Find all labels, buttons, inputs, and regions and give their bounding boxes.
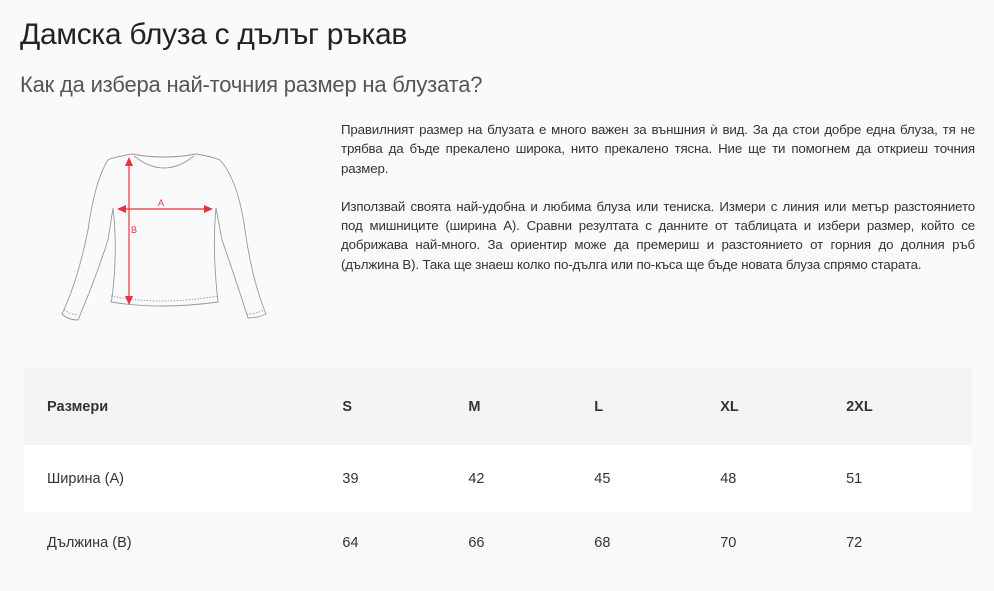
header-cell: M [468,398,481,415]
table-cell: 72 [846,534,863,551]
table-cell: 48 [720,470,737,487]
table-header-row: Размери S M L XL 2XL [24,368,972,445]
table-cell: 68 [594,534,611,551]
size-table: Размери S M L XL 2XL Ширина (А) 39 42 45… [24,368,972,573]
sizing-description: Правилният размер на блузата е много важ… [341,120,975,293]
table-cell: 42 [468,470,485,487]
shirt-outline-icon [61,153,267,321]
header-cell: S [342,398,353,415]
measurement-arrows [117,157,213,305]
row-label: Ширина (А) [47,470,124,487]
table-row: Дължина (В) 64 66 68 70 72 [24,512,972,573]
table-cell: 51 [846,470,863,487]
table-cell: 66 [468,534,485,551]
label-b: B [131,225,137,235]
table-cell: 39 [342,470,359,487]
page-subtitle: Как да избера най-точния размер на блуза… [20,72,483,97]
shirt-measurement-diagram: A B [61,153,267,321]
header-cell: XL [720,398,739,415]
header-cell: Размери [47,398,109,415]
paragraph: Правилният размер на блузата е много важ… [341,122,975,176]
table-cell: 70 [720,534,737,551]
table-cell: 45 [594,470,611,487]
label-a: A [158,198,164,208]
row-label: Дължина (В) [47,534,132,551]
table-row: Ширина (А) 39 42 45 48 51 [24,445,972,512]
paragraph: Използвай своята най-удобна и любима блу… [341,198,975,272]
page-title: Дамска блуза с дълъг ръкав [20,18,408,51]
header-cell: 2XL [846,398,873,415]
header-cell: L [594,398,604,415]
table-cell: 64 [342,534,359,551]
